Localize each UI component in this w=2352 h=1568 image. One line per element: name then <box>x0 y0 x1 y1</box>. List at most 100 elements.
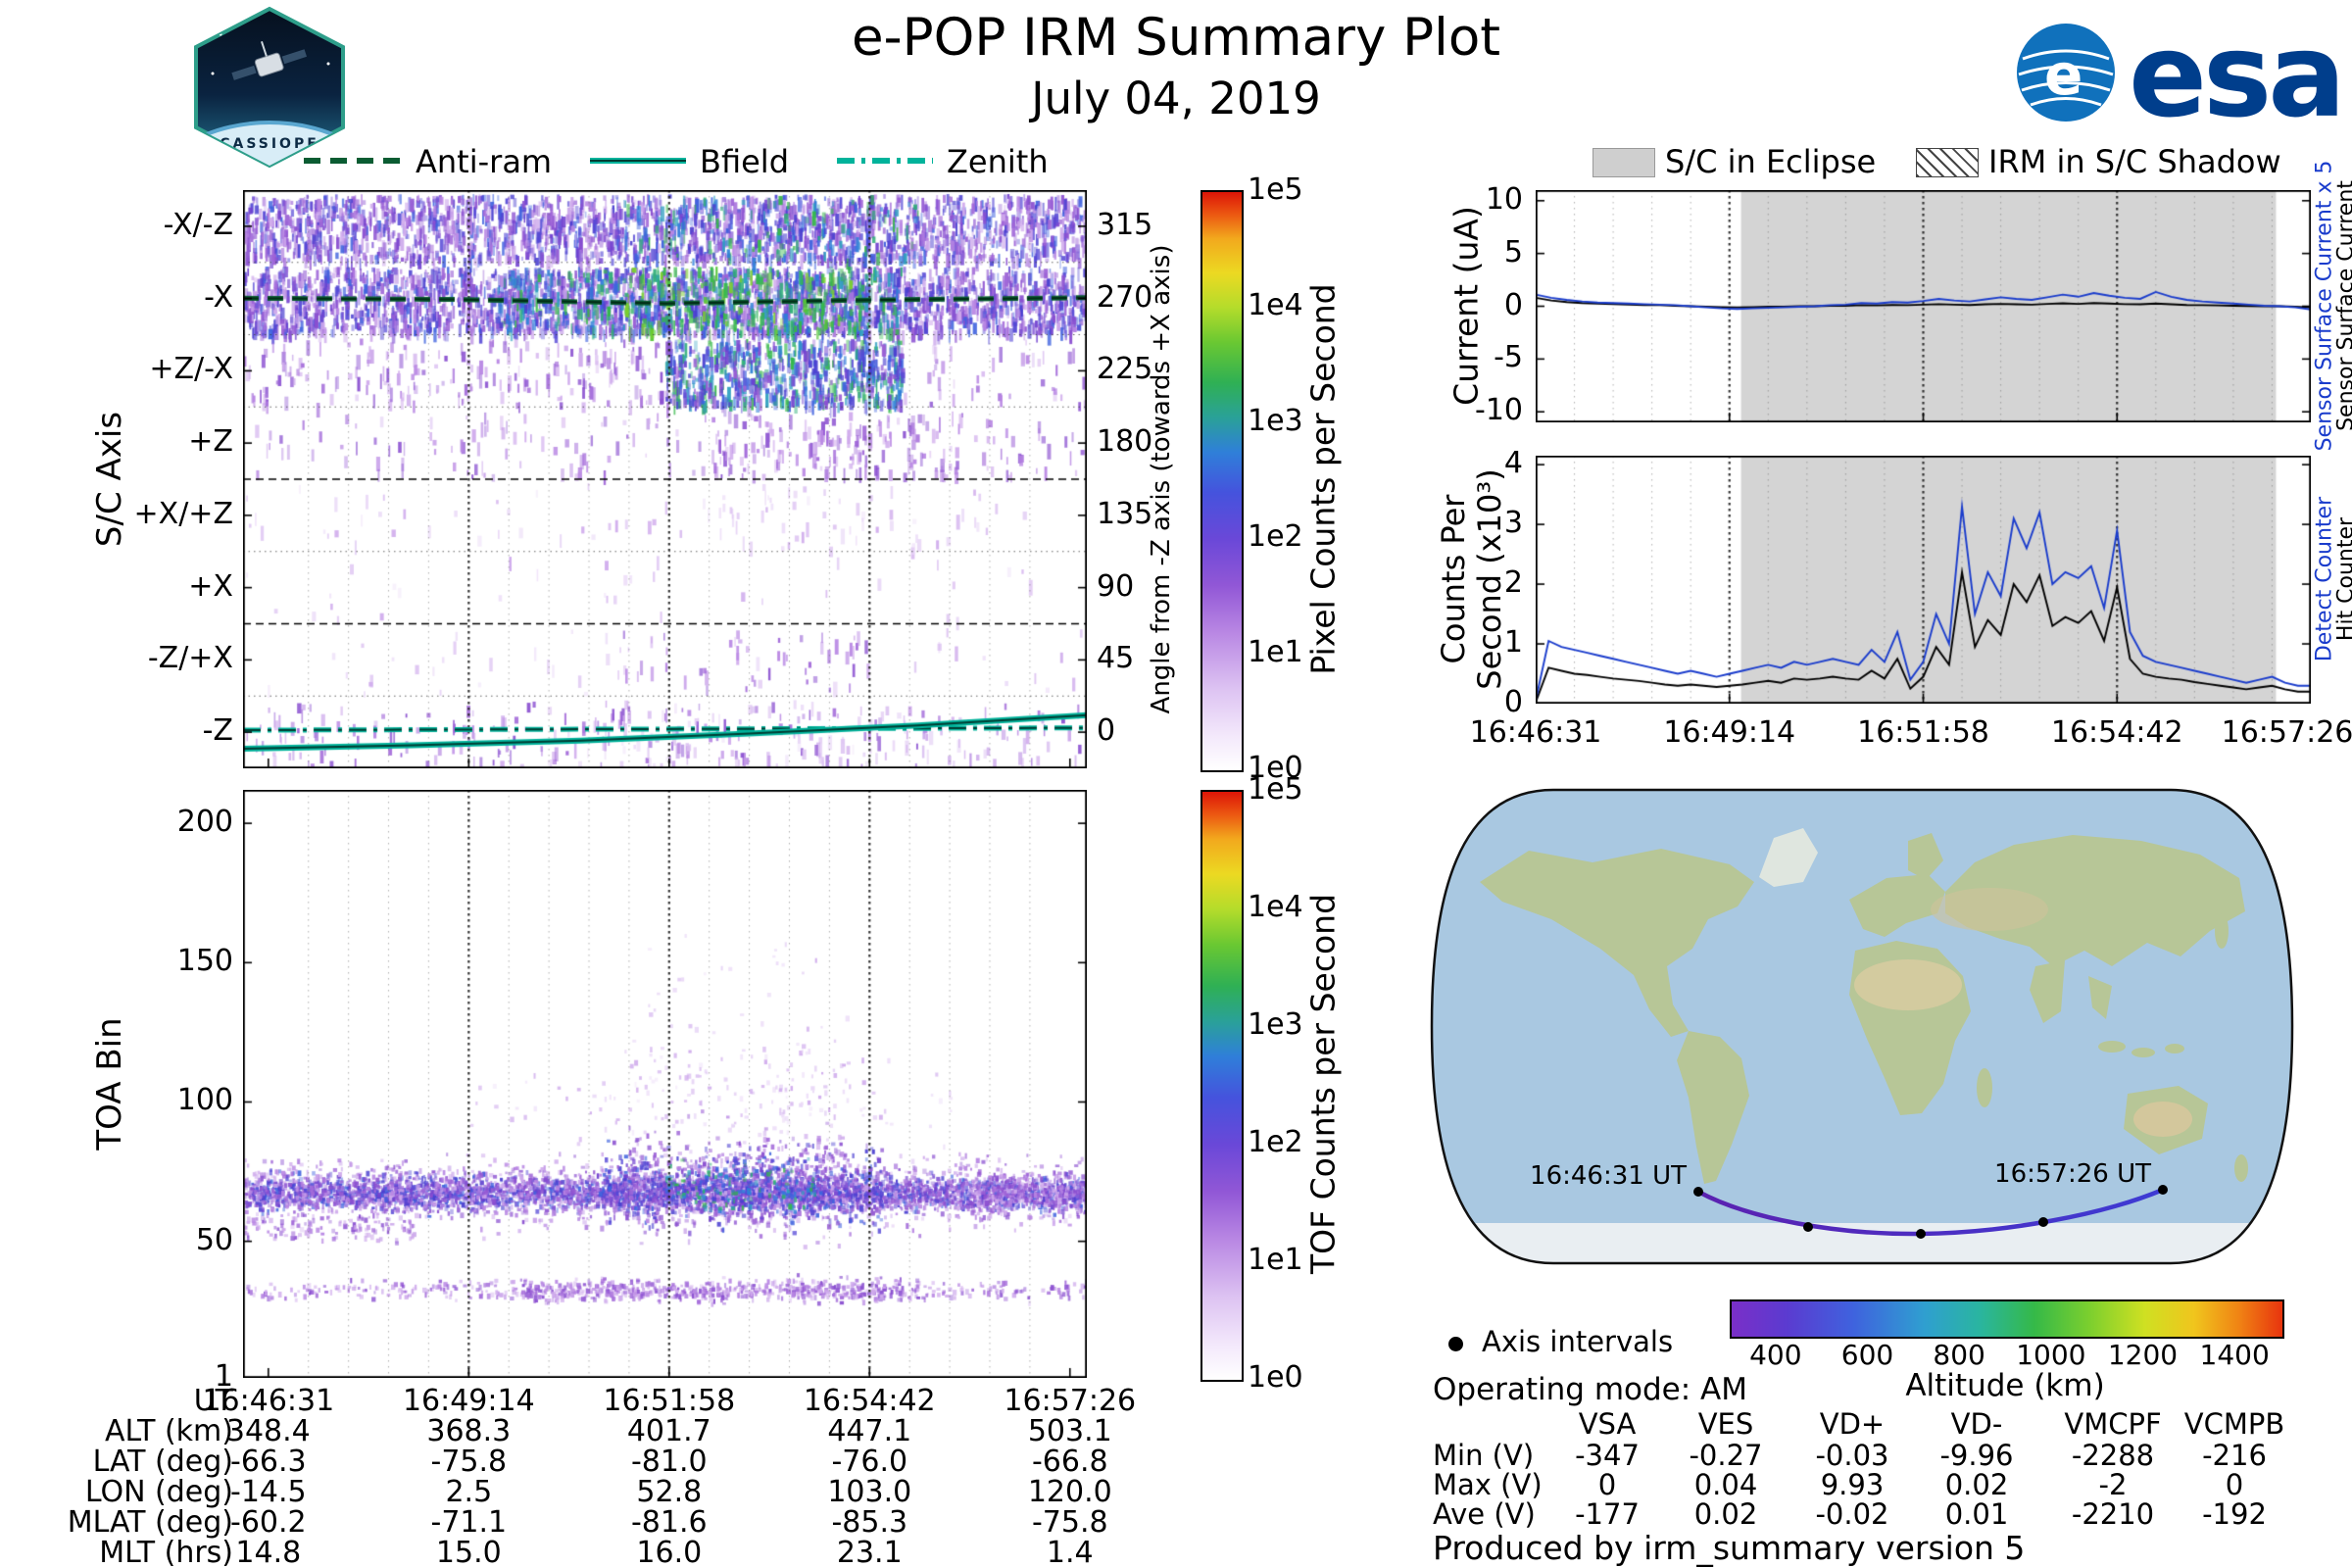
map-surface <box>1432 790 2292 1263</box>
tof-counts-colorbar <box>1200 790 1244 1382</box>
tof-colorbar-tick: 1e3 <box>1248 1007 1303 1042</box>
ephemeris-value: 1.4 <box>1046 1536 1094 1568</box>
voltage-value: 0.01 <box>1944 1497 2009 1531</box>
altitude-tick: 1200 <box>2107 1339 2179 1371</box>
current-ytick: 0 <box>1503 287 1523 322</box>
toa-ytick: 150 <box>176 944 233 979</box>
antiram-legend-line <box>304 158 400 164</box>
shadow-legend-label: IRM in S/C Shadow <box>1988 143 2281 180</box>
world-map: 16:46:31 UT 16:57:26 UT <box>1430 788 2294 1265</box>
produced-by-text: Produced by irm_summary version 5 <box>1433 1529 2026 1567</box>
altitude-colorbar-label: Altitude (km) <box>1905 1368 2105 1403</box>
voltage-col-header: VD- <box>1950 1407 2003 1441</box>
ephemeris-value: 16:57:26 <box>1004 1384 1137 1418</box>
voltage-value: -0.27 <box>1689 1439 1763 1472</box>
voltage-value: -347 <box>1575 1439 1640 1472</box>
voltage-col-header: VES <box>1697 1407 1754 1441</box>
voltage-value: -2288 <box>2071 1439 2155 1472</box>
counts-ytick: 1 <box>1503 625 1523 661</box>
cassiope-badge-text: CASSIOPE <box>220 136 319 152</box>
ephemeris-row-label: MLT (hrs) <box>99 1536 233 1568</box>
angle-axis-tick: 135 <box>1097 496 1153 531</box>
current-ytick: -10 <box>1475 393 1523 428</box>
time-xtick: 16:57:26 <box>2221 715 2352 750</box>
voltage-value: 0.04 <box>1693 1468 1758 1501</box>
ephemeris-value: 15.0 <box>435 1536 502 1568</box>
voltage-value: 0 <box>1597 1468 1617 1501</box>
track-start-label: 16:46:31 UT <box>1530 1161 1687 1191</box>
altitude-tick: 1400 <box>2199 1339 2270 1371</box>
bfield-legend-label: Bfield <box>700 143 789 180</box>
voltage-row-header: Ave (V) <box>1433 1497 1536 1531</box>
tof-colorbar-tick: 1e1 <box>1248 1243 1303 1277</box>
voltage-row-header: Max (V) <box>1433 1468 1543 1501</box>
ground-track-dots <box>1693 1185 2168 1239</box>
sc-axis-row-label: +X <box>188 568 233 604</box>
ephemeris-value: -81.6 <box>630 1505 708 1540</box>
toa-ytick: 100 <box>176 1083 233 1118</box>
voltage-value: -2210 <box>2071 1497 2155 1531</box>
ephemeris-row-label: ALT (km) <box>105 1414 233 1448</box>
esa-emblem-e: e <box>2044 41 2082 108</box>
current-ytick: 10 <box>1485 181 1523 217</box>
toa-ytick: 200 <box>176 805 233 840</box>
esa-logo-emblem: e <box>2017 24 2115 122</box>
time-xtick: 16:49:14 <box>1663 715 1796 750</box>
map-antarctica <box>1465 1223 2259 1263</box>
ephemeris-value: -66.3 <box>230 1445 307 1479</box>
ephemeris-row-label: UT <box>193 1384 233 1418</box>
altitude-colorbar <box>1730 1299 2284 1339</box>
altitude-tick: 400 <box>1749 1339 1802 1371</box>
time-xtick: 16:46:31 <box>1469 715 1602 750</box>
ephemeris-value: -75.8 <box>430 1445 508 1479</box>
ephemeris-value: -60.2 <box>230 1505 307 1540</box>
zenith-legend-line <box>837 158 933 164</box>
shadow-legend-swatch <box>1916 148 1979 177</box>
eclipse-legend-label: S/C in Eclipse <box>1665 143 1877 180</box>
pixel-counts-colorbar <box>1200 190 1244 772</box>
tof-colorbar-tick: 1e4 <box>1248 890 1303 924</box>
voltage-value: 0 <box>2225 1468 2244 1501</box>
sc-axis-row-label: -Z/+X <box>147 641 233 676</box>
tof-colorbar-tick: 1e0 <box>1248 1360 1303 1395</box>
pixel-colorbar-tick: 1e3 <box>1248 404 1303 438</box>
ephemeris-row-label: MLAT (deg) <box>67 1505 233 1540</box>
toa-ytick: 1 <box>214 1359 233 1394</box>
ephemeris-value: 52.8 <box>636 1475 703 1509</box>
angle-axis-tick: 0 <box>1097 713 1116 749</box>
track-end-label: 16:57:26 UT <box>1994 1159 2151 1189</box>
ephemeris-value: 401.7 <box>626 1414 711 1448</box>
altitude-tick: 800 <box>1933 1339 1985 1371</box>
voltage-col-header: VMCPF <box>2064 1407 2162 1441</box>
pixel-colorbar-tick: 1e1 <box>1248 635 1303 669</box>
pixel-colorbar-tick: 1e5 <box>1248 172 1303 207</box>
sc-axis-row-label: +X/+Z <box>133 496 233 531</box>
counts-ytick: 2 <box>1503 565 1523 601</box>
ephemeris-row-label: LAT (deg) <box>92 1445 233 1479</box>
tof-colorbar-tick: 1e2 <box>1248 1125 1303 1159</box>
voltage-value: -2 <box>2098 1468 2128 1501</box>
pixel-counts-colorbar-label: Pixel Counts per Second <box>1303 283 1343 675</box>
map-border <box>1430 788 2294 1265</box>
ephemeris-value: 16:54:42 <box>803 1384 936 1418</box>
tof-counts-colorbar-label: TOF Counts per Second <box>1303 893 1343 1275</box>
antiram-legend-label: Anti-ram <box>416 143 553 180</box>
pixel-colorbar-tick: 1e0 <box>1248 751 1303 785</box>
zenith-legend-label: Zenith <box>947 143 1049 180</box>
pixel-colorbar-tick: 1e4 <box>1248 288 1303 322</box>
hit-counter-label: Hit Counter <box>2333 516 2352 642</box>
satellite-icon <box>231 40 308 80</box>
ephemeris-value: 368.3 <box>426 1414 512 1448</box>
ephemeris-value: 348.4 <box>225 1414 311 1448</box>
voltage-value: -192 <box>2202 1497 2267 1531</box>
eclipse-legend-swatch <box>1592 148 1655 177</box>
axis-interval-dot <box>1448 1337 1463 1351</box>
voltage-value: 0.02 <box>1693 1497 1758 1531</box>
ephemeris-value: -14.5 <box>230 1475 307 1509</box>
sc-axis-spectrogram-canvas <box>243 190 1087 768</box>
voltage-value: -216 <box>2202 1439 2267 1472</box>
ephemeris-value: 16:46:31 <box>202 1384 335 1418</box>
sc-axis-row-label: -X <box>204 279 233 315</box>
axis-intervals-label: Axis intervals <box>1482 1325 1674 1358</box>
